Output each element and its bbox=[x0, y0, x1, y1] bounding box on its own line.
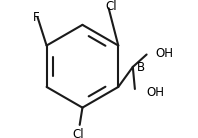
Text: Cl: Cl bbox=[106, 0, 117, 13]
Text: OH: OH bbox=[146, 86, 164, 99]
Text: Cl: Cl bbox=[73, 128, 84, 138]
Text: B: B bbox=[137, 61, 145, 74]
Text: F: F bbox=[33, 11, 40, 24]
Text: OH: OH bbox=[156, 47, 174, 60]
